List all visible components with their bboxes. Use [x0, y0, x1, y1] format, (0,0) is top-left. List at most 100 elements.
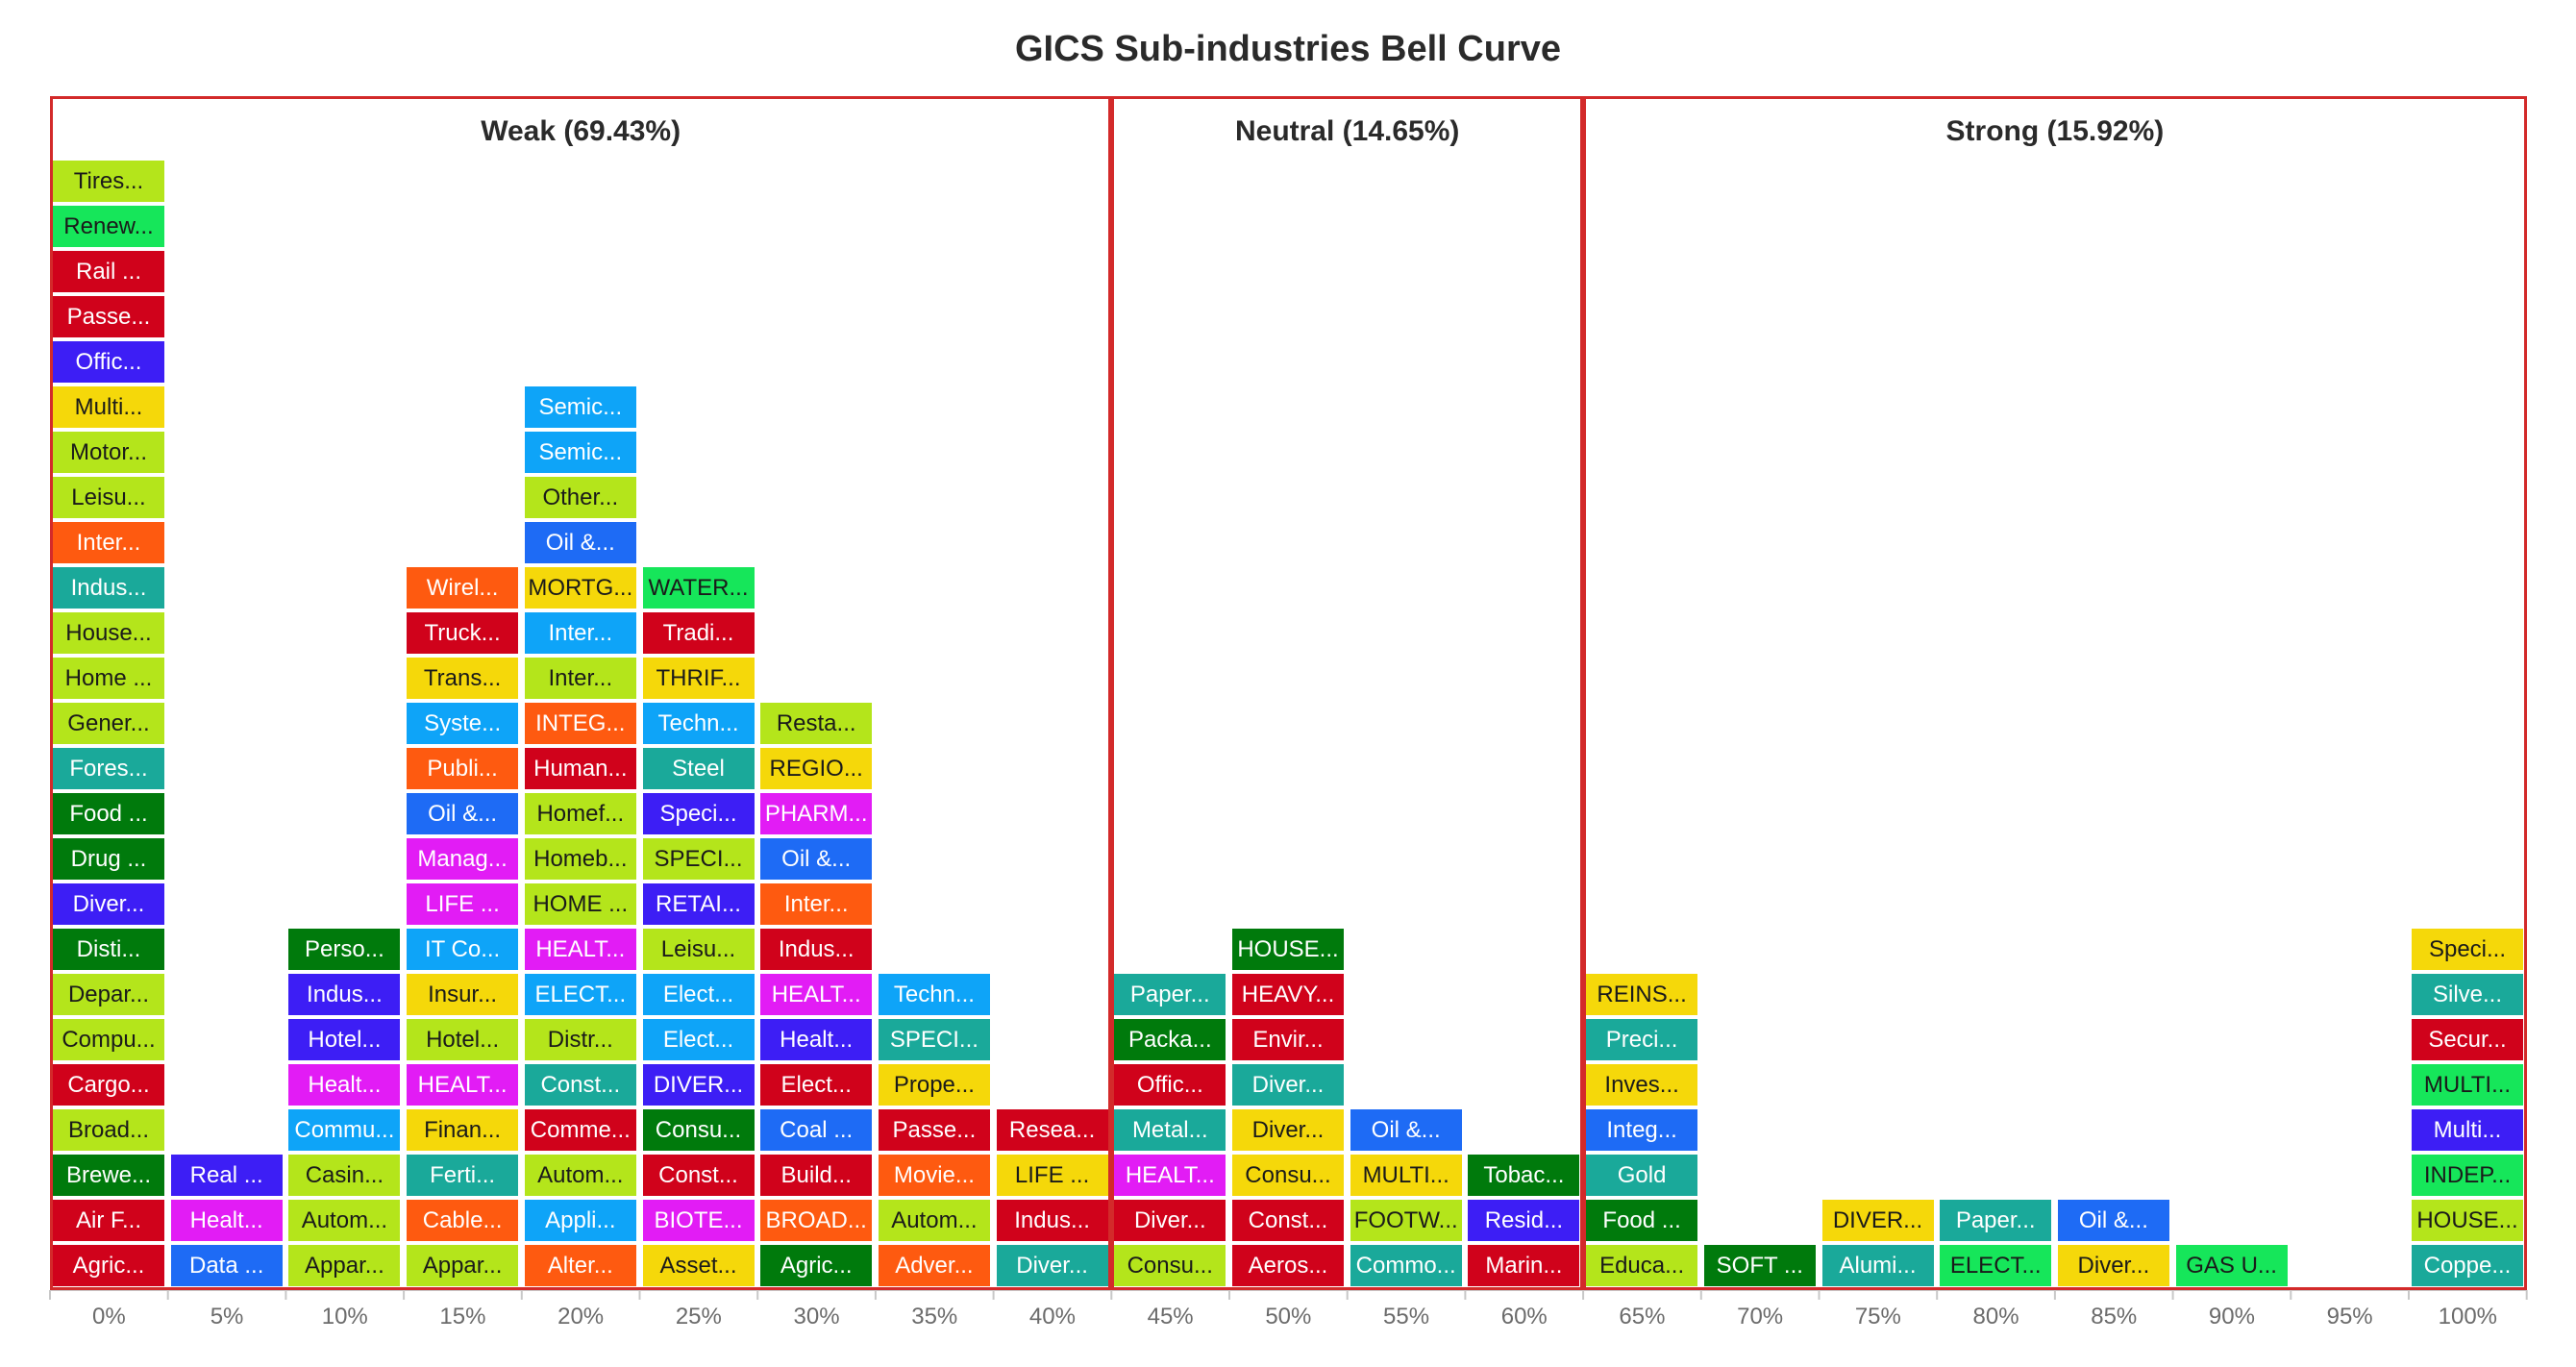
bar-cell[interactable]: Disti... [51, 927, 166, 972]
bar-cell[interactable]: Comme... [522, 1107, 638, 1153]
bar-cell[interactable]: Const... [640, 1153, 756, 1198]
bar-cell[interactable]: Resta... [758, 701, 875, 746]
bar-cell[interactable]: Appli... [522, 1198, 638, 1243]
bar-cell[interactable]: IT Co... [405, 927, 521, 972]
bar-cell[interactable]: Human... [522, 746, 638, 791]
bar-cell[interactable]: Inter... [758, 882, 875, 927]
bar-cell[interactable]: Oil &... [405, 791, 521, 836]
bar-cell[interactable]: Indus... [994, 1198, 1110, 1243]
bar-cell[interactable]: DIVER... [640, 1062, 756, 1107]
bar-cell[interactable]: Autom... [876, 1198, 992, 1243]
bar-cell[interactable]: Homef... [522, 791, 638, 836]
bar-cell[interactable]: Asset... [640, 1243, 756, 1288]
bar-cell[interactable]: Multi... [51, 385, 166, 430]
bar-cell[interactable]: Envir... [1230, 1017, 1346, 1062]
bar-cell[interactable]: Food ... [1584, 1198, 1700, 1243]
bar-cell[interactable]: Indus... [286, 972, 403, 1017]
bar-cell[interactable]: Offic... [1112, 1062, 1228, 1107]
bar-cell[interactable]: Elect... [758, 1062, 875, 1107]
bar-cell[interactable]: Agric... [758, 1243, 875, 1288]
bar-cell[interactable]: Inter... [522, 656, 638, 701]
bar-cell[interactable]: Semic... [522, 430, 638, 475]
bar-cell[interactable]: Home ... [51, 656, 166, 701]
bar-cell[interactable]: Movie... [876, 1153, 992, 1198]
bar-cell[interactable]: Healt... [758, 1017, 875, 1062]
bar-cell[interactable]: Diver... [994, 1243, 1110, 1288]
bar-cell[interactable]: Ferti... [405, 1153, 521, 1198]
bar-cell[interactable]: Cargo... [51, 1062, 166, 1107]
bar-cell[interactable]: BIOTE... [640, 1198, 756, 1243]
bar-cell[interactable]: Inves... [1584, 1062, 1700, 1107]
bar-cell[interactable]: Commo... [1348, 1243, 1464, 1288]
bar-cell[interactable]: Truck... [405, 610, 521, 656]
bar-cell[interactable]: Fores... [51, 746, 166, 791]
bar-cell[interactable]: SPECI... [876, 1017, 992, 1062]
bar-cell[interactable]: HEALT... [1112, 1153, 1228, 1198]
bar-cell[interactable]: Healt... [168, 1198, 285, 1243]
bar-cell[interactable]: Build... [758, 1153, 875, 1198]
bar-cell[interactable]: Paper... [1112, 972, 1228, 1017]
bar-cell[interactable]: PHARM... [758, 791, 875, 836]
bar-cell[interactable]: Passe... [51, 294, 166, 339]
bar-cell[interactable]: RETAI... [640, 882, 756, 927]
bar-cell[interactable]: Oil &... [2055, 1198, 2171, 1243]
bar-cell[interactable]: Consu... [1230, 1153, 1346, 1198]
bar-cell[interactable]: REINS... [1584, 972, 1700, 1017]
bar-cell[interactable]: SPECI... [640, 836, 756, 882]
bar-cell[interactable]: HOUSE... [2410, 1198, 2525, 1243]
bar-cell[interactable]: Insur... [405, 972, 521, 1017]
bar-cell[interactable]: Depar... [51, 972, 166, 1017]
bar-cell[interactable]: Homeb... [522, 836, 638, 882]
bar-cell[interactable]: ELECT... [1938, 1243, 2054, 1288]
bar-cell[interactable]: THRIF... [640, 656, 756, 701]
bar-cell[interactable]: HOUSE... [1230, 927, 1346, 972]
bar-cell[interactable]: ELECT... [522, 972, 638, 1017]
bar-cell[interactable]: HEALT... [522, 927, 638, 972]
bar-cell[interactable]: Inter... [51, 520, 166, 565]
bar-cell[interactable]: LIFE ... [994, 1153, 1110, 1198]
bar-cell[interactable]: Passe... [876, 1107, 992, 1153]
bar-cell[interactable]: Resea... [994, 1107, 1110, 1153]
bar-cell[interactable]: Coal ... [758, 1107, 875, 1153]
bar-cell[interactable]: Appar... [405, 1243, 521, 1288]
bar-cell[interactable]: MULTI... [1348, 1153, 1464, 1198]
bar-cell[interactable]: Autom... [522, 1153, 638, 1198]
bar-cell[interactable]: Distr... [522, 1017, 638, 1062]
bar-cell[interactable]: HEALT... [405, 1062, 521, 1107]
bar-cell[interactable]: GAS U... [2173, 1243, 2290, 1288]
bar-cell[interactable]: INTEG... [522, 701, 638, 746]
bar-cell[interactable]: Const... [1230, 1198, 1346, 1243]
bar-cell[interactable]: Commu... [286, 1107, 403, 1153]
bar-cell[interactable]: Oil &... [758, 836, 875, 882]
bar-cell[interactable]: Autom... [286, 1198, 403, 1243]
bar-cell[interactable]: Drug ... [51, 836, 166, 882]
bar-cell[interactable]: REGIO... [758, 746, 875, 791]
bar-cell[interactable]: Speci... [2410, 927, 2525, 972]
bar-cell[interactable]: HOME ... [522, 882, 638, 927]
bar-cell[interactable]: Syste... [405, 701, 521, 746]
bar-cell[interactable]: Offic... [51, 339, 166, 385]
bar-cell[interactable]: Other... [522, 475, 638, 520]
bar-cell[interactable]: Gener... [51, 701, 166, 746]
bar-cell[interactable]: Tradi... [640, 610, 756, 656]
bar-cell[interactable]: Air F... [51, 1198, 166, 1243]
bar-cell[interactable]: Techn... [876, 972, 992, 1017]
bar-cell[interactable]: Integ... [1584, 1107, 1700, 1153]
bar-cell[interactable]: Renew... [51, 204, 166, 249]
bar-cell[interactable]: Prope... [876, 1062, 992, 1107]
bar-cell[interactable]: Inter... [522, 610, 638, 656]
bar-cell[interactable]: Speci... [640, 791, 756, 836]
bar-cell[interactable]: Casin... [286, 1153, 403, 1198]
bar-cell[interactable]: Perso... [286, 927, 403, 972]
bar-cell[interactable]: Alter... [522, 1243, 638, 1288]
bar-cell[interactable]: House... [51, 610, 166, 656]
bar-cell[interactable]: Publi... [405, 746, 521, 791]
bar-cell[interactable]: HEALT... [758, 972, 875, 1017]
bar-cell[interactable]: Healt... [286, 1062, 403, 1107]
bar-cell[interactable]: Diver... [1230, 1107, 1346, 1153]
bar-cell[interactable]: Steel [640, 746, 756, 791]
bar-cell[interactable]: Hotel... [286, 1017, 403, 1062]
bar-cell[interactable]: Preci... [1584, 1017, 1700, 1062]
bar-cell[interactable]: Trans... [405, 656, 521, 701]
bar-cell[interactable]: Wirel... [405, 565, 521, 610]
